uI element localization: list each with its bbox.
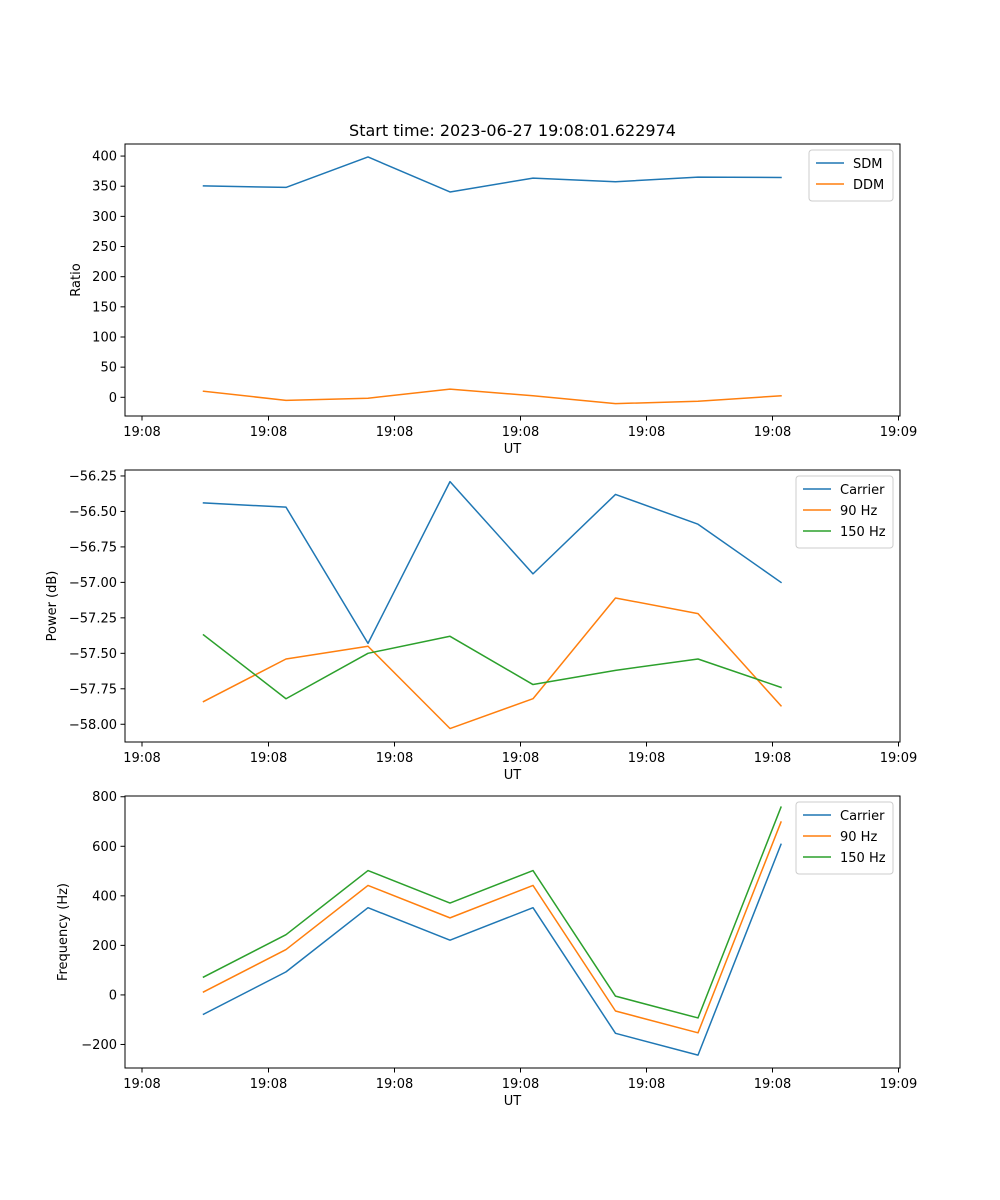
y-tick-label: 150 <box>92 300 117 315</box>
x-tick-label: 19:08 <box>628 751 665 766</box>
legend-label: 150 Hz <box>840 525 886 540</box>
y-tick-label: 0 <box>109 988 117 1003</box>
series-line-150-hz <box>202 633 782 700</box>
legend-label: 90 Hz <box>840 830 877 845</box>
y-tick-label: 800 <box>92 790 117 805</box>
y-tick-label: −57.25 <box>69 611 117 626</box>
series-line-carrier <box>202 480 783 645</box>
axes-frame <box>124 469 901 743</box>
y-axis-label: Frequency (Hz) <box>56 883 71 981</box>
x-tick-label: 19:08 <box>250 425 287 440</box>
series-line-carrier <box>202 843 782 1056</box>
y-tick-label: −57.00 <box>69 576 117 591</box>
x-axis-label: UT <box>504 1094 522 1109</box>
y-tick-label: 0 <box>109 391 117 406</box>
x-tick-label: 19:09 <box>880 751 917 766</box>
series-line-ddm <box>202 388 782 405</box>
y-tick-label: −56.75 <box>69 540 117 555</box>
y-axis-label: Ratio <box>69 263 84 296</box>
x-tick-label: 19:08 <box>376 1077 413 1092</box>
y-tick-label: 250 <box>92 240 117 255</box>
y-tick-label: −56.25 <box>69 469 117 484</box>
legend-label: Carrier <box>840 483 885 498</box>
y-tick-label: 200 <box>92 939 117 954</box>
legend-label: SDM <box>853 157 882 172</box>
y-tick-label: 350 <box>92 180 117 195</box>
x-tick-label: 19:08 <box>502 425 539 440</box>
x-tick-label: 19:08 <box>754 1077 791 1092</box>
y-tick-label: 600 <box>92 840 117 855</box>
y-tick-label: 400 <box>92 150 117 165</box>
series-line-90-hz <box>202 821 782 1034</box>
y-tick-label: −57.50 <box>69 647 117 662</box>
legend-label: DDM <box>853 178 884 193</box>
y-tick-label: 200 <box>92 270 117 285</box>
legend-box <box>795 801 894 875</box>
ratio-panel: 19:08 19:08 19:08 19:08 19:08 19:08 19:09 0 50 10… <box>69 143 917 457</box>
series-line-90-hz <box>202 597 783 730</box>
x-tick-label: 19:08 <box>250 1077 287 1092</box>
x-axis-label: UT <box>504 442 522 457</box>
y-tick-label: 400 <box>92 889 117 904</box>
x-axis-label: UT <box>504 768 522 783</box>
legend-label: 90 Hz <box>840 504 877 519</box>
y-tick-label: 100 <box>92 330 117 345</box>
x-tick-label: 19:08 <box>628 1077 665 1092</box>
y-tick-label: −58.00 <box>69 718 117 733</box>
y-tick-label: 300 <box>92 210 117 225</box>
x-tick-label: 19:08 <box>123 1077 160 1092</box>
legend-box <box>795 475 894 549</box>
y-tick-label: 50 <box>100 361 117 376</box>
x-tick-label: 19:08 <box>376 425 413 440</box>
x-tick-label: 19:08 <box>502 1077 539 1092</box>
x-tick-label: 19:08 <box>376 751 413 766</box>
legend-label: 150 Hz <box>840 851 886 866</box>
y-axis-label: Power (dB) <box>45 571 60 642</box>
legend-label: Carrier <box>840 809 885 824</box>
series-line-sdm <box>202 156 782 193</box>
y-tick-label: −56.50 <box>69 505 117 520</box>
y-tick-label: −200 <box>81 1038 117 1053</box>
x-tick-label: 19:08 <box>250 751 287 766</box>
axes-frame <box>124 143 901 417</box>
x-tick-label: 19:09 <box>880 1077 917 1092</box>
x-tick-label: 19:08 <box>123 751 160 766</box>
series-line-150-hz <box>202 806 782 1019</box>
x-tick-label: 19:08 <box>754 751 791 766</box>
x-tick-label: 19:09 <box>880 425 917 440</box>
x-tick-label: 19:08 <box>628 425 665 440</box>
frequency-panel: 19:08 19:08 19:08 19:08 19:08 19:08 19:09 −200 0… <box>56 790 917 1109</box>
x-tick-label: 19:08 <box>123 425 160 440</box>
x-tick-label: 19:08 <box>754 425 791 440</box>
x-tick-label: 19:08 <box>502 751 539 766</box>
power-panel: 19:08 19:08 19:08 19:08 19:08 19:08 19:09 −58.0… <box>45 469 917 783</box>
y-tick-label: −57.75 <box>69 682 117 697</box>
figure-title: Start time: 2023-06-27 19:08:01.622974 <box>349 121 676 140</box>
axes-frame <box>124 795 901 1069</box>
